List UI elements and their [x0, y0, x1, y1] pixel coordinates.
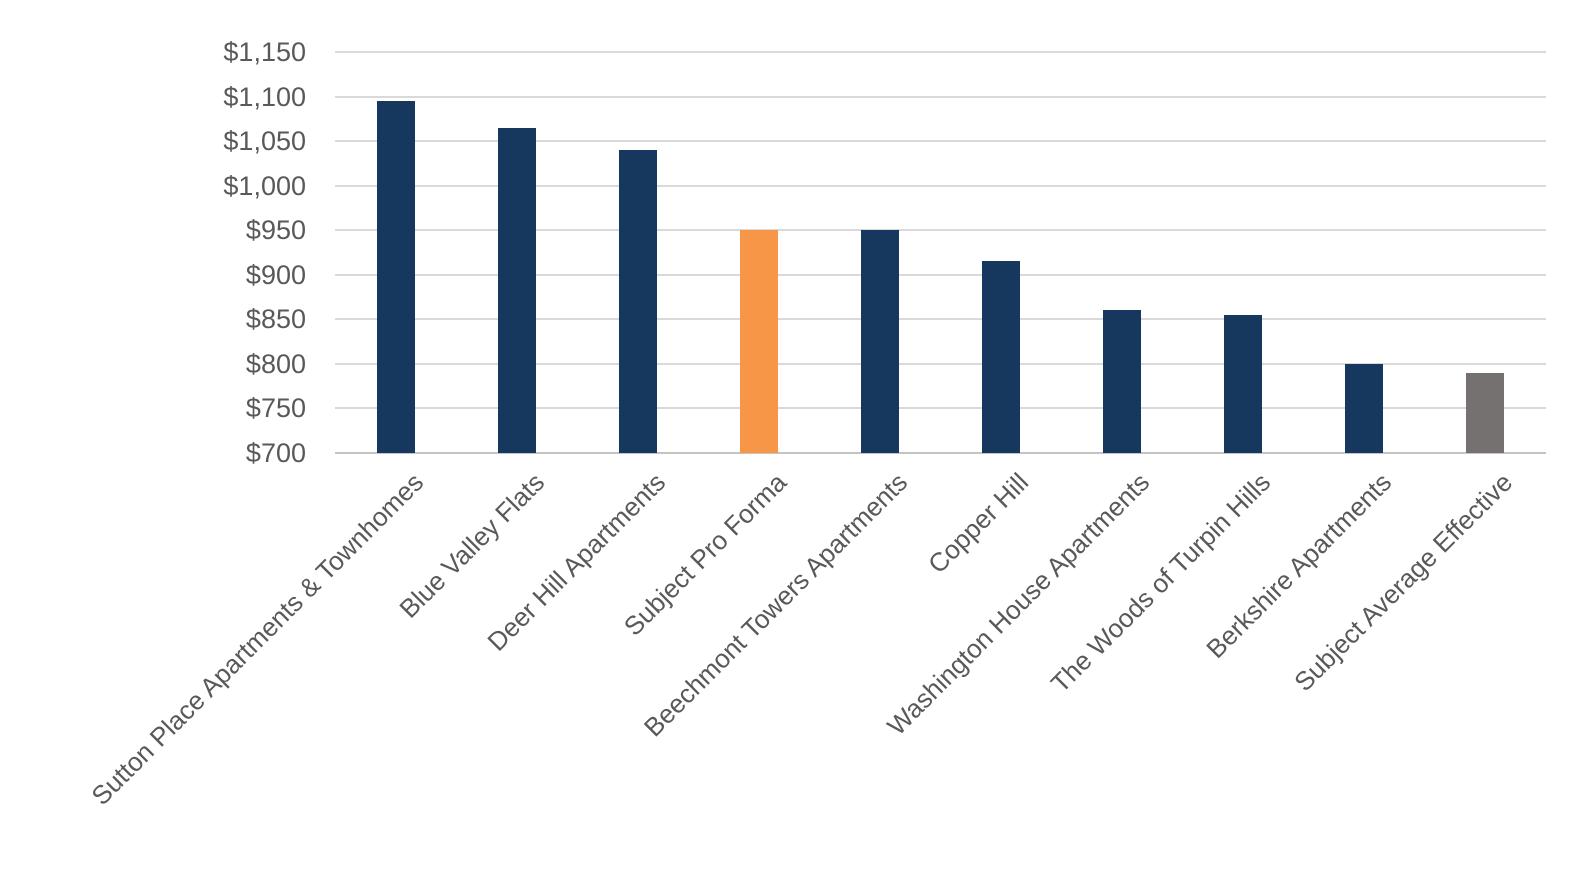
- bar-washington-house-apartments[interactable]: [1103, 310, 1142, 453]
- gridline: [335, 229, 1546, 232]
- bar-subject-pro-forma[interactable]: [739, 230, 778, 453]
- gridline: [335, 318, 1546, 321]
- gridline: [335, 51, 1546, 53]
- gridline: [335, 95, 1546, 98]
- x-axis-category-label: Subject Average Effective: [1288, 467, 1519, 698]
- y-axis-tick-label: $900: [245, 259, 306, 290]
- y-axis-tick-label: $1,150: [223, 37, 306, 67]
- gridline: [335, 184, 1546, 187]
- y-axis-tick-label: $1,100: [223, 81, 306, 112]
- gridline: [335, 407, 1546, 410]
- bar-blue-valley-flats[interactable]: [497, 127, 536, 453]
- bar-berkshire-apartments[interactable]: [1345, 363, 1384, 453]
- x-axis-baseline: [335, 452, 1546, 454]
- gridline: [335, 273, 1546, 276]
- y-axis-tick-label: $1,050: [223, 126, 306, 157]
- y-axis-tick-label: $950: [245, 215, 306, 246]
- bar-deer-hill-apartments[interactable]: [618, 150, 657, 453]
- y-axis-tick-label: $700: [245, 438, 306, 468]
- bar-subject-average-effective[interactable]: [1466, 372, 1505, 453]
- y-axis-tick-label: $850: [245, 304, 306, 335]
- y-axis-tick-label: $800: [245, 348, 306, 379]
- gridline: [335, 362, 1546, 365]
- bar-the-woods-of-turpin-hills[interactable]: [1224, 314, 1263, 453]
- bar-copper-hill[interactable]: [982, 261, 1021, 453]
- y-axis-tick-label: $1,000: [223, 170, 306, 201]
- bar-sutton-place-apartments-and-townhomes[interactable]: [376, 101, 415, 453]
- bar-beechmont-towers-apartments[interactable]: [860, 230, 899, 453]
- gridline: [335, 140, 1546, 143]
- y-axis-tick-label: $750: [245, 393, 306, 424]
